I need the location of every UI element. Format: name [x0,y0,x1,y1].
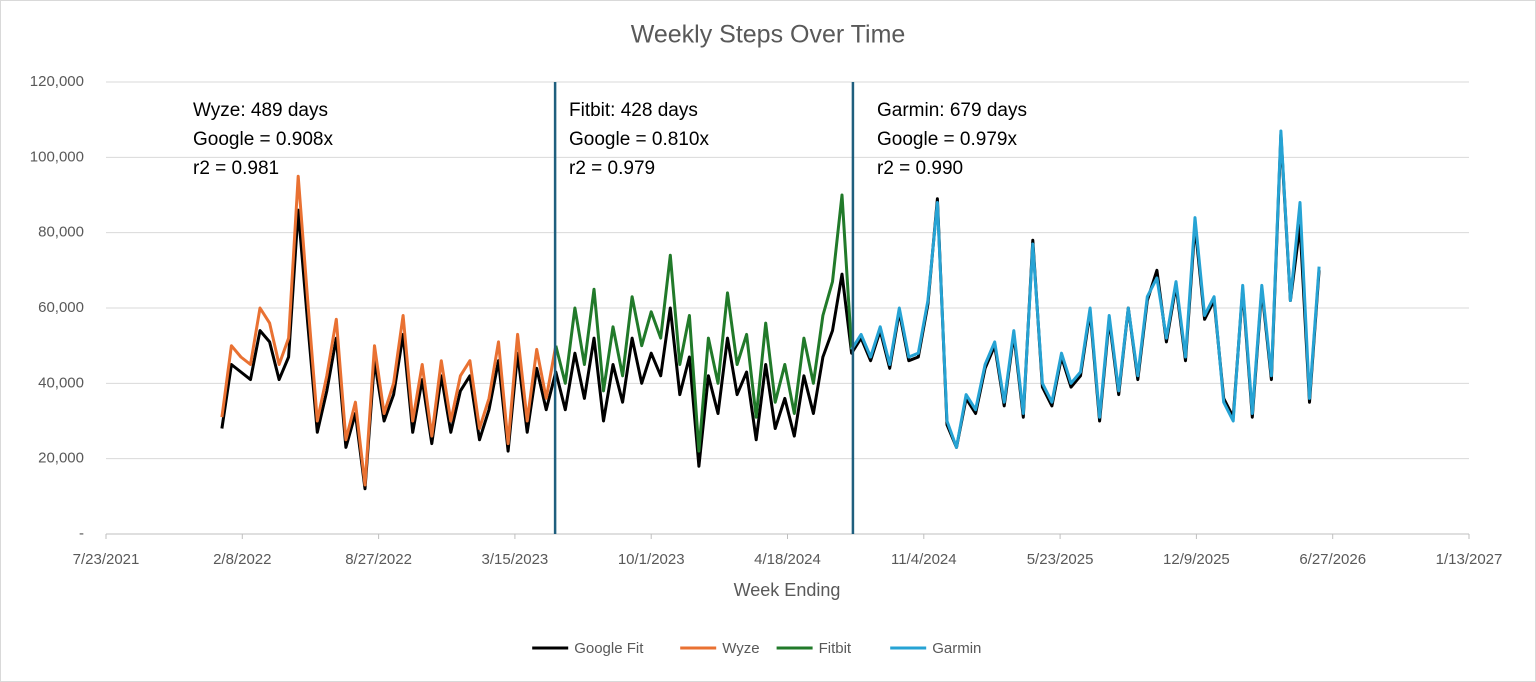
y-tick-label: 80,000 [38,224,84,241]
x-tick-label: 8/27/2022 [345,551,412,568]
x-tick-label: 10/1/2023 [618,551,685,568]
x-tick-label: 3/15/2023 [482,551,549,568]
series-line [220,174,558,487]
series-line [850,129,1321,449]
y-tick-label: 100,000 [30,148,84,165]
annotation: r2 = 0.979 [569,158,655,179]
y-tick-label: 40,000 [38,374,84,391]
y-tick-label: 60,000 [38,299,84,316]
legend-label: Wyze [722,640,759,657]
chart-title: Weekly Steps Over Time [631,21,906,49]
y-tick-label: 20,000 [38,450,84,467]
annotation: Google = 0.810x [569,129,709,150]
x-tick-label: 6/27/2026 [1299,551,1366,568]
legend-label: Fitbit [819,640,852,657]
series-line [554,193,854,453]
annotation: r2 = 0.981 [193,158,279,179]
x-tick-label: 7/23/2021 [73,551,140,568]
x-tick-label: 1/13/2027 [1436,551,1503,568]
y-tick-label: - [79,525,84,542]
x-tick-label: 11/4/2024 [891,551,957,568]
y-tick-label: 120,000 [30,73,84,90]
x-tick-label: 12/9/2025 [1163,551,1230,568]
annotation: Google = 0.908x [193,129,333,150]
annotation: Garmin: 679 days [877,100,1027,121]
x-tick-label: 4/18/2024 [754,551,821,568]
annotation: Wyze: 489 days [193,100,328,121]
x-tick-label: 2/8/2022 [213,551,271,568]
annotation: Fitbit: 428 days [569,100,698,121]
x-tick-label: 5/23/2025 [1027,551,1094,568]
legend-label: Google Fit [574,640,644,657]
annotation: r2 = 0.990 [877,158,963,179]
x-axis-title: Week Ending [734,580,841,600]
annotation: Google = 0.979x [877,129,1017,150]
legend-label: Garmin [932,640,981,657]
